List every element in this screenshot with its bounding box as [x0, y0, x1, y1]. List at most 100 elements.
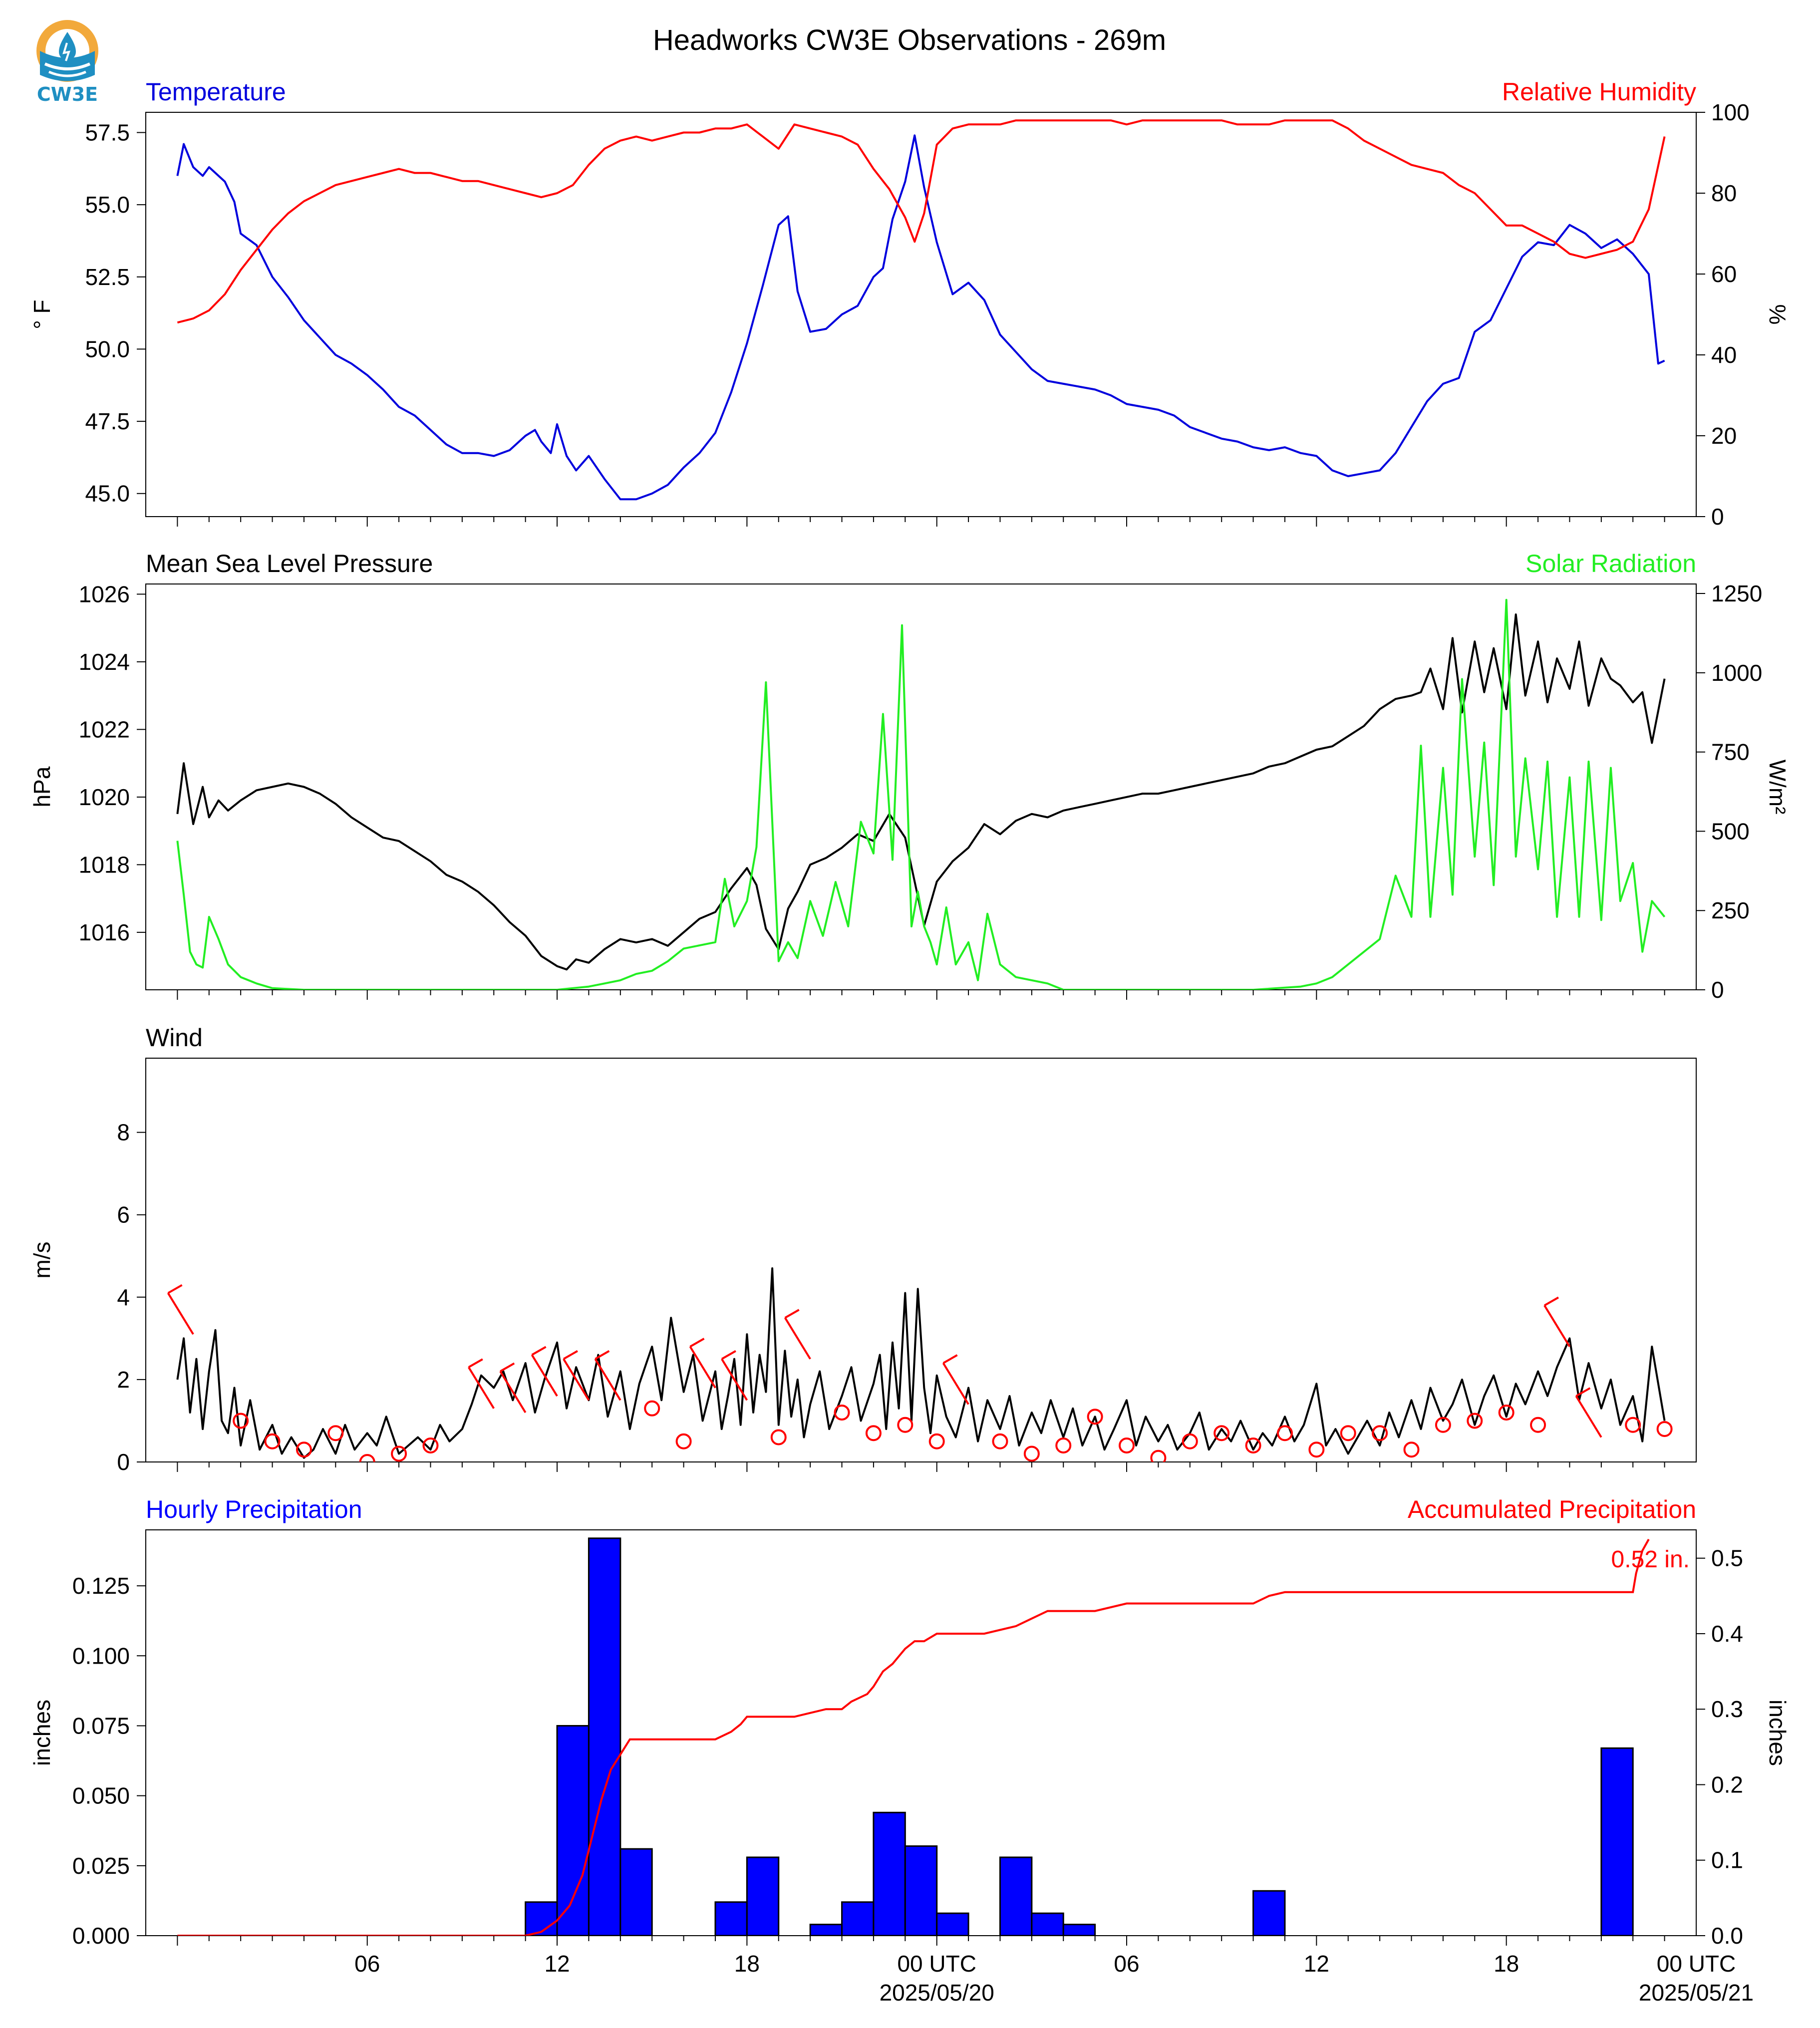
wind-barb-staff	[468, 1367, 495, 1409]
wind-barb-calm	[1625, 1417, 1641, 1433]
y-tick-label: 0.050	[72, 1783, 130, 1809]
wind-barb-calm	[1372, 1425, 1388, 1442]
y-axis-label: hPa	[29, 766, 55, 807]
series-wind	[176, 1267, 1666, 1459]
panel-temperature-humidity: Temperature Relative Humidity 45.0 47.5 50.0…	[29, 78, 1791, 530]
wind-barb-calm	[644, 1400, 660, 1417]
y-axis-label: m/s	[29, 1241, 55, 1278]
wind-barb-flag	[689, 1338, 705, 1348]
precip-bar	[873, 1811, 906, 1936]
wind-barb-calm	[1055, 1437, 1072, 1453]
panel-frame	[145, 583, 1697, 990]
series-solar-radiation	[176, 598, 1666, 990]
y-tick-label-right: 0.4	[1711, 1621, 1743, 1647]
y-tick-label: 0.125	[72, 1573, 130, 1599]
wind-barb-staff	[499, 1371, 527, 1413]
precip-bar	[904, 1845, 938, 1936]
wind-barb-calm	[865, 1425, 882, 1442]
wind-barb-flag	[595, 1350, 610, 1360]
panel-title-left: Wind	[146, 1024, 203, 1052]
x-tick-label: 18	[1494, 1951, 1519, 1977]
wind-barb-calm	[1150, 1449, 1167, 1462]
cw3e-logo-icon: CW3E	[36, 20, 98, 105]
y-tick-label: 57.5	[85, 120, 130, 146]
logo-text: CW3E	[37, 83, 98, 105]
wind-barb-staff	[531, 1354, 558, 1397]
wind-barb-calm	[264, 1433, 281, 1449]
y-axis-label: inches	[29, 1700, 55, 1766]
precip-bar	[588, 1537, 621, 1936]
y-axis-label: ° F	[29, 299, 55, 329]
y-tick-label-right: 250	[1711, 897, 1750, 923]
y-tick-label-right: 100	[1711, 99, 1750, 125]
x-tick-label: 00 UTC	[897, 1951, 976, 1977]
y-axis-label-right: %	[1765, 304, 1791, 325]
wind-barb-flag	[500, 1362, 515, 1373]
y-tick-label-right: 1250	[1711, 580, 1762, 606]
x-tick-label: 06	[354, 1951, 380, 1977]
panel-title-right: Solar Radiation	[1525, 550, 1696, 578]
y-tick-label-right: 60	[1711, 261, 1737, 287]
wind-barb-calm	[1087, 1409, 1103, 1425]
precip-bar	[619, 1848, 653, 1936]
panel-title-left: Temperature	[146, 78, 286, 106]
wind-barb-staff	[689, 1346, 716, 1389]
y-tick-label-right: 0.2	[1711, 1771, 1743, 1797]
series-mean-sea-level-pressure	[176, 613, 1666, 971]
wind-barb-calm	[327, 1425, 344, 1442]
wind-barb-calm	[928, 1433, 945, 1449]
precip-bar	[936, 1912, 969, 1936]
wind-barb-calm	[1182, 1433, 1198, 1449]
wind-barb-calm	[992, 1433, 1008, 1449]
wind-barb-staff	[167, 1292, 194, 1335]
panel-wind: Wind 0 2 4 6 8 m/s	[29, 1024, 1697, 1475]
y-tick-label: 0.025	[72, 1853, 130, 1879]
precip-bar	[556, 1725, 590, 1936]
panel-frame	[145, 1058, 1697, 1462]
wind-barb-flag	[468, 1358, 483, 1368]
wind-barb-calm	[1498, 1404, 1515, 1421]
y-tick-label: 2	[117, 1367, 130, 1393]
plot-area	[176, 598, 1666, 990]
y-tick-label-right: 40	[1711, 342, 1737, 368]
x-date-label: 2025/05/21	[1639, 1980, 1754, 2006]
wind-barb-flag	[1543, 1296, 1559, 1307]
wind-barb-flag	[784, 1309, 800, 1319]
wind-barb-calm	[834, 1404, 850, 1421]
y-tick-label: 4	[117, 1284, 130, 1310]
y-tick-label: 1022	[79, 716, 130, 742]
y-tick-label: 6	[117, 1202, 130, 1228]
y-tick-label: 1018	[79, 852, 130, 877]
wind-barb-flag	[563, 1350, 578, 1360]
y-tick-label-right: 1000	[1711, 660, 1762, 686]
y-tick-label: 50.0	[85, 336, 130, 362]
y-axis-label-right: inches	[1765, 1700, 1791, 1766]
y-tick-label-right: 0.5	[1711, 1545, 1743, 1571]
y-tick-label: 1024	[79, 649, 130, 675]
wind-barb-calm	[1023, 1446, 1040, 1462]
panel-title-left: Hourly Precipitation	[146, 1495, 362, 1523]
wind-barb-calm	[359, 1454, 375, 1462]
x-tick-label: 12	[544, 1951, 570, 1977]
wind-barb-calm	[1435, 1417, 1451, 1433]
panel-title-left: Mean Sea Level Pressure	[146, 550, 433, 578]
x-tick-label: 06	[1114, 1951, 1139, 1977]
y-tick-label: 1020	[79, 784, 130, 810]
y-tick-label: 45.0	[85, 481, 130, 507]
y-tick-label: 55.0	[85, 192, 130, 218]
cw3e-logo: CW3E	[30, 15, 105, 105]
accum-total-label: 0.52 in.	[1611, 1546, 1690, 1573]
wind-barb-calm	[1656, 1421, 1673, 1437]
wind-barb-staff	[594, 1358, 621, 1401]
precip-bar	[809, 1924, 843, 1936]
wind-barb-calm	[1403, 1442, 1420, 1458]
y-tick-label: 47.5	[85, 408, 130, 434]
wind-barb-calm	[770, 1429, 787, 1446]
wind-barb-flag	[1575, 1387, 1591, 1397]
panel-frame	[145, 112, 1697, 517]
panel-title-right: Relative Humidity	[1502, 78, 1696, 106]
y-tick-label: 0	[117, 1449, 130, 1475]
precip-bar	[841, 1901, 875, 1936]
y-tick-label: 0.100	[72, 1643, 130, 1669]
